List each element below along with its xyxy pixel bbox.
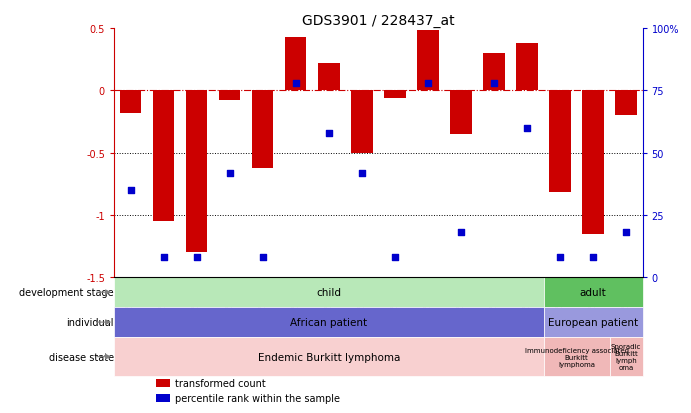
Point bbox=[125, 187, 136, 194]
Bar bbox=[583, 91, 604, 234]
Bar bbox=[450, 91, 472, 135]
Bar bbox=[252, 91, 274, 168]
Bar bbox=[609, 337, 643, 376]
Bar bbox=[616, 91, 637, 116]
Point bbox=[522, 125, 533, 132]
Bar bbox=[156, 394, 169, 402]
Bar bbox=[114, 307, 544, 337]
Bar bbox=[516, 44, 538, 91]
Text: African patient: African patient bbox=[290, 317, 368, 328]
Bar bbox=[417, 31, 439, 91]
Text: child: child bbox=[316, 287, 341, 297]
Text: Sporadic
Burkitt
lymph
oma: Sporadic Burkitt lymph oma bbox=[611, 343, 641, 370]
Title: GDS3901 / 228437_at: GDS3901 / 228437_at bbox=[302, 14, 455, 28]
Bar bbox=[120, 91, 141, 114]
Bar bbox=[219, 91, 240, 101]
Point bbox=[357, 170, 368, 176]
Text: adult: adult bbox=[580, 287, 607, 297]
Bar bbox=[351, 91, 372, 153]
Point bbox=[554, 254, 565, 261]
Bar bbox=[114, 278, 544, 307]
Text: transformed count: transformed count bbox=[175, 378, 265, 388]
Point bbox=[158, 254, 169, 261]
Point bbox=[323, 130, 334, 137]
Bar bbox=[483, 54, 504, 91]
Point bbox=[290, 80, 301, 87]
Point bbox=[224, 170, 235, 176]
Bar bbox=[384, 91, 406, 99]
Bar bbox=[156, 379, 169, 387]
Bar bbox=[544, 278, 643, 307]
Point bbox=[587, 254, 598, 261]
Bar bbox=[285, 38, 307, 91]
Point bbox=[489, 80, 500, 87]
Text: European patient: European patient bbox=[548, 317, 638, 328]
Text: Endemic Burkitt lymphoma: Endemic Burkitt lymphoma bbox=[258, 352, 400, 362]
Point bbox=[455, 230, 466, 236]
Bar bbox=[318, 64, 339, 91]
Point bbox=[389, 254, 400, 261]
Bar bbox=[186, 91, 207, 253]
Text: Immunodeficiency associated
Burkitt
lymphoma: Immunodeficiency associated Burkitt lymp… bbox=[524, 347, 629, 367]
Bar bbox=[114, 337, 544, 376]
Text: disease state: disease state bbox=[49, 352, 114, 362]
Bar bbox=[153, 91, 174, 222]
Text: individual: individual bbox=[66, 317, 114, 328]
Point bbox=[191, 254, 202, 261]
Bar bbox=[544, 337, 609, 376]
Text: development stage: development stage bbox=[19, 287, 114, 297]
Text: percentile rank within the sample: percentile rank within the sample bbox=[175, 394, 340, 404]
Bar bbox=[544, 307, 643, 337]
Point bbox=[257, 254, 268, 261]
Point bbox=[422, 80, 433, 87]
Point bbox=[621, 230, 632, 236]
Bar bbox=[549, 91, 571, 193]
